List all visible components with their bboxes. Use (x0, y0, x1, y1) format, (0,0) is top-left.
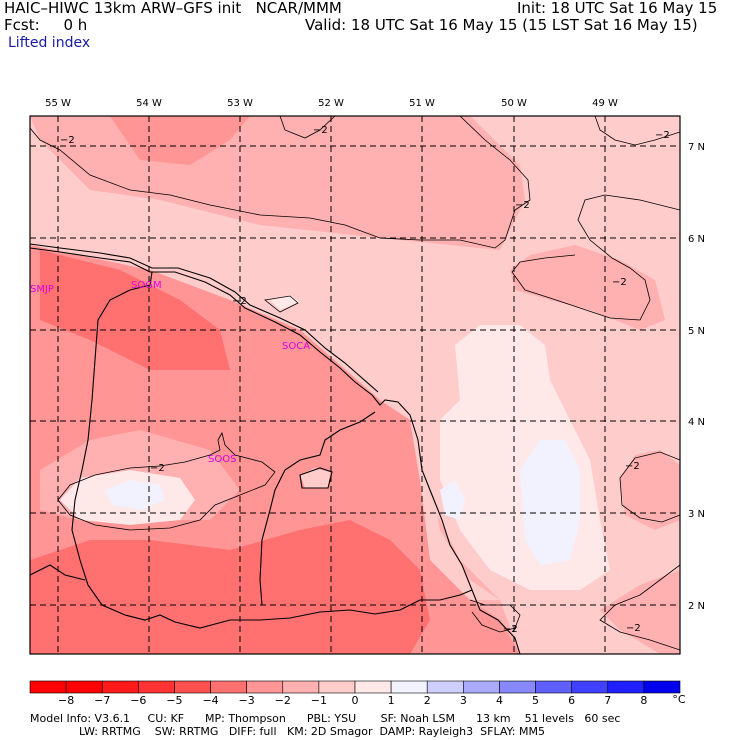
contour-labels: −2 −2 −2 −2 −2 −2 −2 −2 −2 −2 (60, 125, 670, 635)
colorbar-tick-label: −7 (94, 694, 111, 707)
contour-label: −2 (626, 623, 641, 634)
colorbar-box (354, 680, 392, 694)
colorbar-tick-label: 8 (640, 694, 648, 707)
model-title: HAIC–HIWC 13km ARW–GFS init NCAR/MMM (4, 0, 342, 17)
colorbar-box (65, 680, 103, 694)
contour-label: −2 (612, 277, 627, 288)
contour-label: −2 (515, 200, 530, 211)
colorbar-box (282, 680, 320, 694)
lon-label: 55 W (45, 98, 71, 109)
colorbar-box (643, 680, 681, 694)
colorbar-box (210, 680, 247, 694)
station-soca: SOCA (282, 341, 310, 352)
colorbar-box (101, 680, 139, 694)
contour-label: −2 (625, 461, 640, 472)
colorbar-tick-label: −3 (238, 694, 255, 707)
colorbar-tick-label: −2 (274, 694, 291, 707)
colorbar-box (499, 680, 536, 694)
field-name: Lifted index (8, 35, 91, 51)
station-smjp: SMJP (30, 284, 54, 295)
lon-label: 54 W (136, 98, 162, 109)
contour-label: −2 (60, 135, 75, 146)
contour-label: −2 (232, 296, 247, 307)
lat-lon-grid (30, 116, 680, 654)
lon-label: 52 W (318, 98, 344, 109)
contour-label: −2 (150, 463, 165, 474)
colorbar-tick-label: 3 (459, 694, 467, 707)
colorbar-tick-label: −4 (202, 694, 219, 707)
colorbar-tick-label: 2 (423, 694, 431, 707)
colorbar-box (463, 680, 500, 694)
station-labels: SMJP SOGM SOCA SOOS (30, 280, 310, 465)
coastline (30, 243, 521, 654)
colorbar-tick-label: −6 (130, 694, 147, 707)
colorbar-box (174, 680, 211, 694)
map-frame (29, 115, 681, 655)
colorbar-tick-label: −5 (166, 694, 183, 707)
colorbar-tick-label: 4 (495, 694, 503, 707)
colorbar-tick-label: 6 (568, 694, 576, 707)
colorbar-box (535, 680, 572, 694)
longitude-labels: 55 W 54 W 53 W 52 W 51 W 50 W 49 W (45, 98, 618, 109)
colorbar-tick-label: 1 (387, 694, 395, 707)
colorbar-tick-label: −1 (310, 694, 327, 707)
colorbar-tick-label: 7 (604, 694, 612, 707)
lat-label: 5 N (688, 326, 705, 337)
init-time: Init: 18 UTC Sat 16 May 15 (517, 0, 718, 17)
model-info-line1: Model Info: V3.6.1 CU: KF MP: Thompson P… (30, 712, 621, 725)
colorbar-tick-label: −8 (58, 694, 75, 707)
contour-label: −2 (655, 130, 670, 141)
lat-label: 3 N (688, 509, 705, 520)
model-info-line2: LW: RRTMG SW: RRTMG DIFF: full KM: 2D Sm… (30, 725, 545, 738)
lon-label: 49 W (592, 98, 618, 109)
valid-time: Valid: 18 UTC Sat 16 May 15 (15 LST Sat … (305, 16, 698, 34)
lat-label: 2 N (688, 601, 705, 612)
colorbar (29, 680, 681, 694)
station-sogm: SOGM (131, 280, 162, 291)
shaded-field (30, 116, 680, 654)
contour-label: −2 (313, 125, 328, 136)
colorbar-box (138, 680, 175, 694)
forecast-hour: Fcst: 0 h (4, 16, 88, 34)
lon-label: 51 W (409, 98, 435, 109)
colorbar-unit: °C (672, 693, 686, 706)
latitude-labels: 7 N 6 N 5 N 4 N 3 N 2 N (688, 142, 705, 612)
contour-lines (30, 116, 680, 651)
contour-label: −2 (503, 624, 518, 635)
lat-label: 4 N (688, 417, 705, 428)
colorbar-box (390, 680, 428, 694)
lat-label: 7 N (688, 142, 705, 153)
colorbar-box (246, 680, 284, 694)
colorbar-box (571, 680, 609, 694)
colorbar-box (29, 680, 67, 694)
lon-label: 50 W (501, 98, 527, 109)
colorbar-tick-label: 5 (532, 694, 540, 707)
lon-label: 53 W (227, 98, 253, 109)
colorbar-box (426, 680, 464, 694)
colorbar-box (318, 680, 356, 694)
colorbar-box (607, 680, 645, 694)
lat-label: 6 N (688, 234, 705, 245)
station-soos: SOOS (208, 454, 236, 465)
colorbar-tick-label: 0 (351, 694, 359, 707)
